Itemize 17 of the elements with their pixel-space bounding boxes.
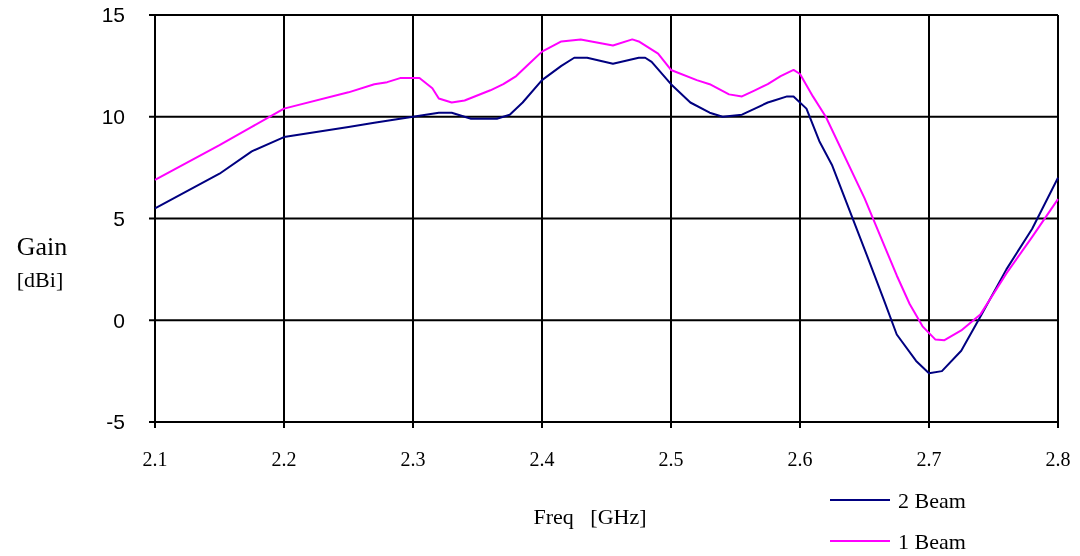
x-tick-label: 2.4 [529, 448, 555, 470]
x-tick-label: 2.5 [658, 448, 684, 470]
legend-label: 2 Beam [898, 487, 966, 513]
y-tick-label: 0 [113, 308, 125, 332]
y-tick-label: 5 [113, 206, 125, 230]
y-tick-label: 10 [101, 105, 125, 129]
x-tick-label: 2.6 [787, 448, 813, 470]
x-tick-label: 2.2 [271, 448, 297, 470]
y-axis-title: Gain [dBi] [16, 232, 68, 292]
x-tick-label: 2.3 [400, 448, 426, 470]
x-tick-label: 2.1 [142, 448, 168, 470]
y-tick-label: 15 [101, 3, 125, 27]
y-tick-label: -5 [106, 410, 125, 434]
x-tick-label: 2.7 [916, 448, 942, 470]
x-axis-title: Freq [GHz] [533, 504, 647, 529]
x-tick-label: 2.8 [1045, 448, 1071, 470]
legend-label: 1 Beam [898, 528, 966, 554]
